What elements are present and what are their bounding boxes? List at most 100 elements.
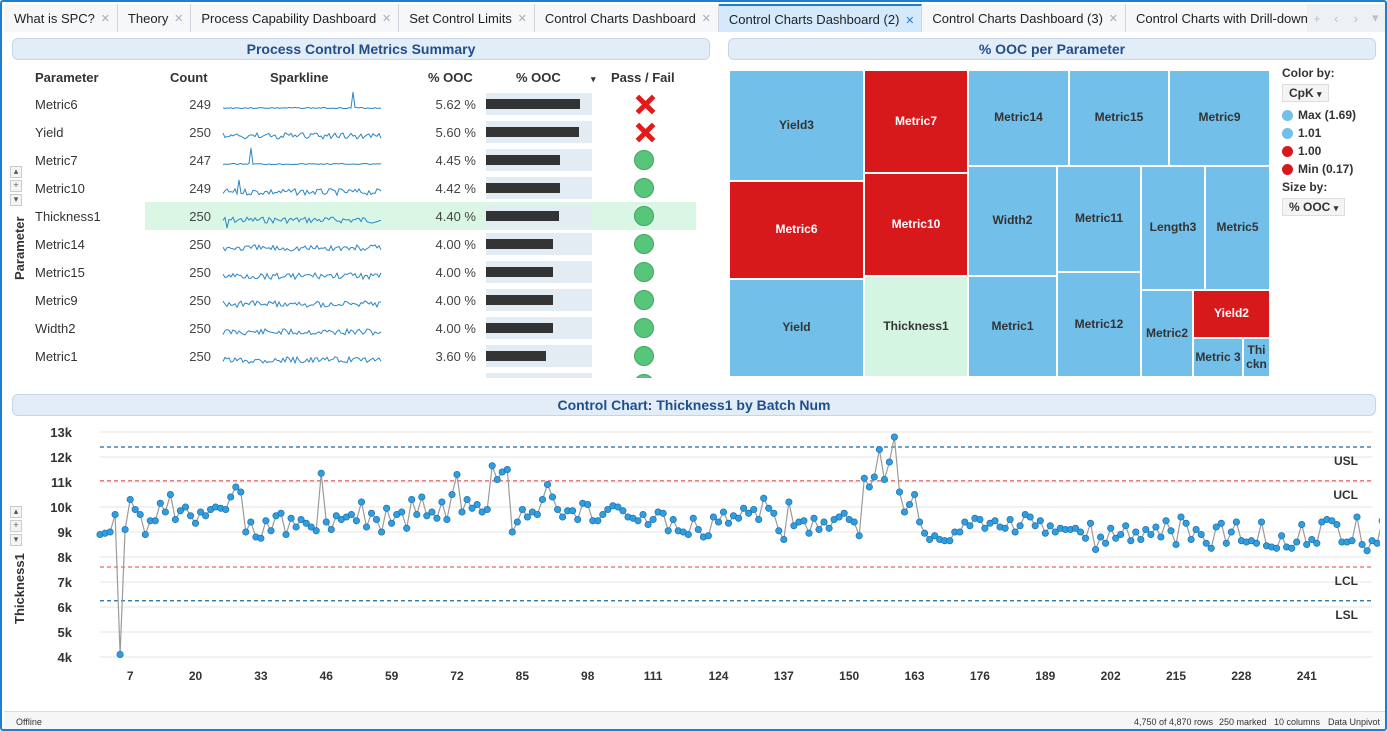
data-point[interactable] — [121, 525, 129, 534]
data-point[interactable] — [307, 523, 315, 531]
data-point[interactable] — [1192, 525, 1200, 534]
data-point[interactable] — [644, 520, 652, 529]
tab-control-charts-2[interactable]: Control Charts Dashboard (2) ✕ — [718, 4, 923, 32]
data-point[interactable] — [991, 517, 999, 525]
data-point[interactable] — [423, 512, 431, 520]
data-point[interactable] — [735, 514, 743, 522]
data-point[interactable] — [277, 509, 285, 517]
data-point[interactable] — [1026, 513, 1034, 521]
data-point[interactable] — [533, 510, 541, 519]
data-point[interactable] — [513, 518, 521, 526]
treemap-tile-yield2[interactable]: Yield2 — [1193, 290, 1270, 338]
sort-descending-icon[interactable]: ▾ — [591, 74, 596, 84]
close-icon[interactable]: ✕ — [1108, 13, 1118, 25]
treemap-tile-metric9[interactable]: Metric9 — [1169, 70, 1270, 166]
data-point[interactable] — [599, 510, 607, 519]
treemap-tile-thickness1[interactable]: Thickness1 — [864, 276, 968, 377]
data-point[interactable] — [780, 535, 788, 544]
treemap-tile-metric12[interactable]: Metric12 — [1057, 272, 1141, 377]
data-point[interactable] — [961, 518, 969, 526]
data-point[interactable] — [740, 504, 748, 512]
data-point[interactable] — [1378, 518, 1380, 524]
data-point[interactable] — [503, 465, 511, 474]
data-point[interactable] — [840, 509, 848, 517]
col-header-parameter[interactable]: Parameter — [35, 70, 99, 85]
chevron-up-icon[interactable]: ▴ — [10, 166, 22, 178]
treemap-tile-yield[interactable]: Yield — [729, 279, 864, 377]
data-point[interactable] — [825, 524, 833, 532]
close-icon[interactable]: ✕ — [100, 13, 110, 25]
data-point[interactable] — [709, 513, 717, 521]
data-point[interactable] — [317, 469, 325, 477]
data-point[interactable] — [790, 522, 798, 530]
data-point[interactable] — [760, 494, 768, 502]
data-point[interactable] — [870, 473, 878, 481]
data-point[interactable] — [1217, 519, 1225, 527]
data-point[interactable] — [518, 505, 526, 514]
data-point[interactable] — [1001, 524, 1009, 532]
data-point[interactable] — [197, 508, 205, 516]
data-point[interactable] — [890, 433, 898, 441]
data-point[interactable] — [181, 503, 190, 511]
data-point[interactable] — [443, 515, 451, 524]
ooc-bar[interactable] — [486, 351, 546, 361]
data-point[interactable] — [282, 530, 290, 539]
chevron-up-icon[interactable]: ▴ — [10, 506, 22, 518]
plus-icon[interactable]: + — [10, 520, 22, 532]
data-point[interactable] — [1313, 539, 1321, 547]
data-point[interactable] — [1147, 530, 1155, 539]
data-point[interactable] — [719, 508, 728, 516]
data-point[interactable] — [1293, 538, 1301, 546]
data-point[interactable] — [1177, 513, 1185, 521]
data-point[interactable] — [548, 493, 557, 501]
data-point[interactable] — [166, 490, 174, 499]
data-point[interactable] — [860, 474, 868, 482]
data-point[interactable] — [1036, 517, 1044, 525]
data-point[interactable] — [1041, 529, 1049, 537]
data-point[interactable] — [156, 499, 164, 507]
col-header-pct-ooc-bar[interactable]: % OOC — [516, 70, 561, 85]
data-point[interactable] — [895, 488, 904, 496]
data-point[interactable] — [1373, 539, 1380, 547]
data-point[interactable] — [554, 505, 562, 514]
table-row[interactable]: Metric7 247 4.45 % — [30, 146, 702, 174]
control-chart[interactable]: 4k 5k 6k 7k 8k 9k 10k 11k 12k 13k 7 20 33 46 59 72 85 98 1… — [30, 420, 1380, 692]
data-point[interactable] — [1081, 534, 1090, 542]
data-point[interactable] — [1278, 532, 1286, 540]
col-header-sparkline[interactable]: Sparkline — [270, 70, 329, 85]
treemap-tile-thickness-small[interactable]: Thi ckn — [1243, 338, 1270, 377]
data-point[interactable] — [1127, 537, 1135, 545]
add-tab-icon[interactable]: + — [1312, 10, 1321, 26]
data-point[interactable] — [332, 512, 340, 520]
data-point[interactable] — [775, 527, 783, 535]
data-point[interactable] — [569, 507, 577, 515]
data-point[interactable] — [292, 523, 300, 531]
data-point[interactable] — [619, 507, 627, 515]
data-point[interactable] — [141, 530, 149, 539]
data-point[interactable] — [815, 525, 823, 534]
data-point[interactable] — [946, 537, 954, 545]
data-point[interactable] — [1117, 530, 1125, 539]
data-point[interactable] — [136, 510, 144, 519]
data-point[interactable] — [352, 517, 360, 525]
data-point[interactable] — [850, 518, 858, 526]
data-point[interactable] — [1257, 518, 1266, 526]
plus-icon[interactable]: + — [10, 180, 22, 192]
data-point[interactable] — [900, 508, 909, 516]
data-point[interactable] — [1363, 547, 1371, 555]
close-icon[interactable]: ✕ — [905, 15, 915, 27]
chevron-down-icon[interactable]: ▾ — [10, 194, 22, 206]
ooc-bar[interactable] — [486, 267, 553, 277]
data-point[interactable] — [1308, 535, 1316, 544]
data-point[interactable] — [745, 509, 753, 517]
data-point[interactable] — [905, 500, 914, 509]
data-point[interactable] — [418, 493, 426, 501]
data-point[interactable] — [875, 445, 883, 454]
data-point[interactable] — [1071, 524, 1080, 532]
data-point[interactable] — [362, 523, 371, 531]
data-point[interactable] — [493, 475, 501, 484]
close-icon[interactable]: ✕ — [517, 13, 527, 25]
data-point[interactable] — [694, 525, 702, 534]
data-point[interactable] — [1358, 540, 1366, 549]
data-point[interactable] — [267, 527, 275, 535]
